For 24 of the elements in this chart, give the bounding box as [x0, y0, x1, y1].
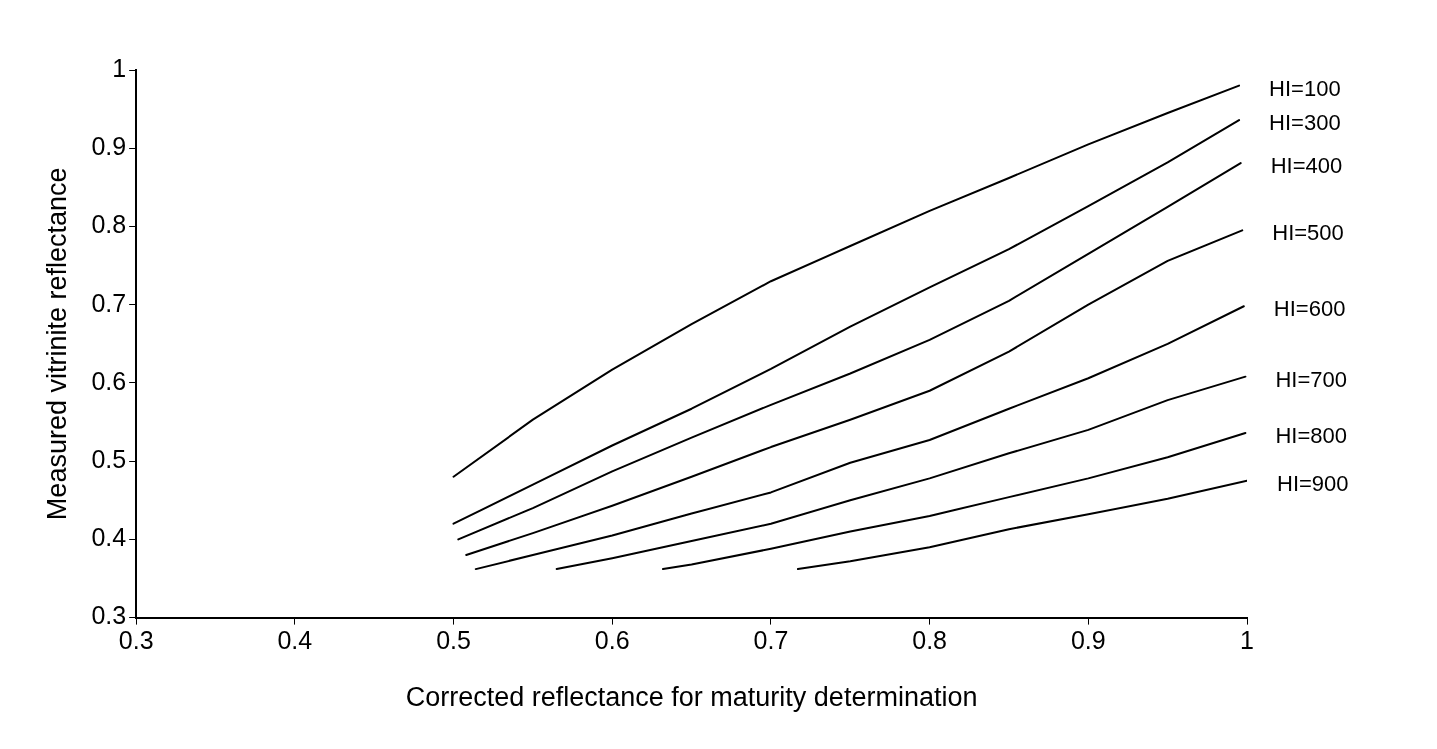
series-label: HI=500 — [1272, 220, 1344, 246]
x-tick-label: 0.4 — [277, 626, 313, 655]
y-tick-label: 0.9 — [91, 132, 127, 161]
y-tick-label: 0.7 — [91, 288, 127, 317]
series-label: HI=800 — [1275, 423, 1347, 449]
x-tick-label: 0.7 — [753, 626, 789, 655]
x-tick-label: 1 — [1240, 626, 1254, 655]
y-tick-label: 0.6 — [91, 366, 127, 395]
x-tick-label: 0.8 — [912, 626, 947, 655]
y-tick-label: 0.5 — [91, 445, 127, 474]
x-tick-label: 0.6 — [594, 626, 630, 655]
series-label: HI=600 — [1273, 296, 1346, 322]
series-label: HI=400 — [1270, 153, 1343, 179]
y-axis-title: Measured vitrinite reflectance — [41, 167, 72, 521]
y-tick-label: 1 — [112, 53, 127, 82]
y-tick-label: 0.4 — [91, 523, 127, 552]
series-label: HI=300 — [1269, 110, 1341, 136]
series-label: HI=100 — [1269, 75, 1341, 101]
x-tick-label: 0.9 — [1070, 626, 1106, 655]
series-label: HI=700 — [1275, 366, 1347, 392]
y-tick-label: 0.8 — [91, 210, 127, 239]
x-axis-title: Corrected reflectance for maturity determination — [405, 682, 978, 713]
series-label: HI=900 — [1277, 470, 1349, 496]
x-tick-label: 0.5 — [436, 626, 471, 655]
